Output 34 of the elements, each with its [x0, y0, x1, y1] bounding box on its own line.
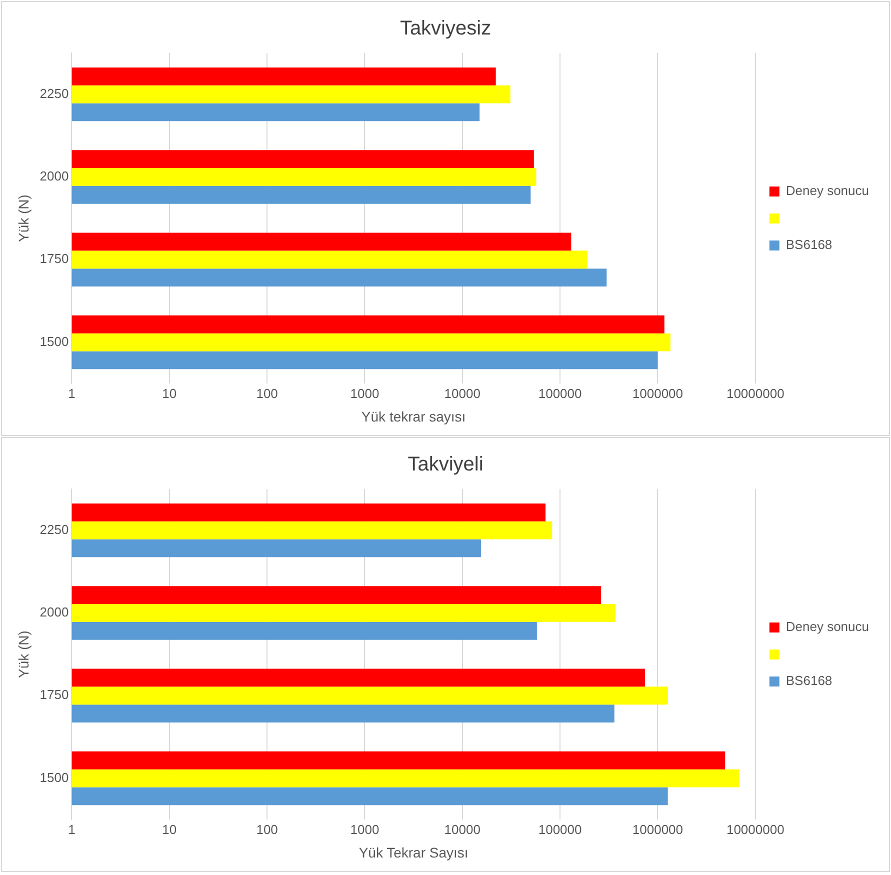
x-tick-label: 100000	[538, 822, 582, 837]
y-tick-label: 1500	[40, 334, 69, 349]
y-axis-title: Yük (N)	[15, 194, 32, 242]
x-tick-label: 1000	[350, 386, 380, 401]
chart-title: Takviyesiz	[400, 18, 492, 40]
x-tick-label: 100000	[538, 386, 582, 401]
x-tick-label: 100	[256, 822, 278, 837]
legend-label: BS6168	[786, 673, 832, 688]
x-tick-label: 1000000	[632, 822, 684, 837]
x-tick-label: 10000	[444, 386, 480, 401]
x-tick-label: 1	[68, 822, 76, 837]
y-tick-label: 1500	[40, 770, 69, 785]
y-tick-label: 2000	[40, 168, 69, 184]
y-tick-label: 2250	[40, 522, 69, 537]
y-tick-label: 2000	[40, 604, 69, 620]
x-tick-label: 10	[162, 386, 177, 401]
legend-label: Deney sonucu	[786, 183, 870, 198]
y-tick-label: 1750	[40, 687, 69, 702]
x-tick-label: 1	[68, 386, 76, 401]
x-axis-title: Yük tekrar sayısı	[361, 408, 466, 424]
x-tick-label: 100	[256, 386, 278, 401]
y-tick-label: 2250	[40, 86, 69, 101]
x-tick-label: 10	[162, 822, 177, 837]
x-tick-label: 1000	[350, 822, 380, 837]
y-axis-title: Yük (N)	[15, 630, 32, 678]
y-tick-label: 1750	[40, 251, 69, 266]
legend-label: Deney sonucu	[786, 619, 870, 634]
x-tick-label: 10000000	[726, 386, 784, 401]
x-tick-label: 1000000	[632, 386, 684, 401]
legend-label: BS6168	[786, 237, 832, 252]
x-tick-label: 10000	[444, 822, 480, 837]
x-axis-title: Yük Tekrar Sayısı	[358, 844, 468, 860]
x-tick-label: 10000000	[726, 822, 784, 837]
chart-title: Takviyeli	[408, 454, 484, 476]
